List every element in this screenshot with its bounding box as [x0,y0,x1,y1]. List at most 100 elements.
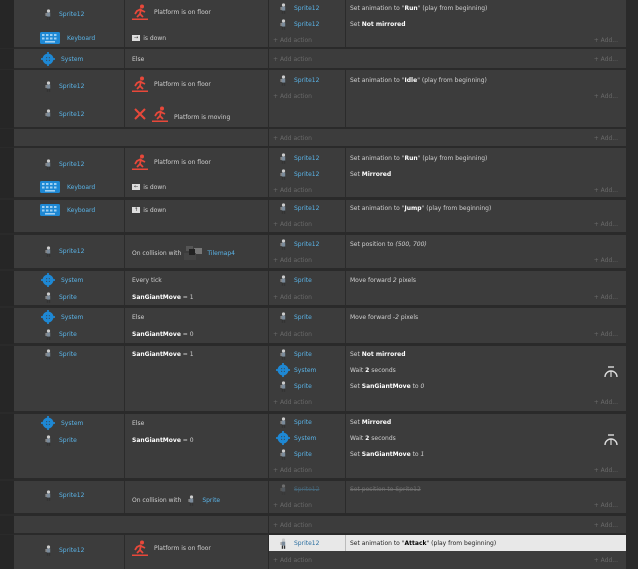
event-5[interactable]: Sprite12 Platform is on floor Keyboard ←… [14,148,626,197]
condition-text[interactable]: SanGiantMove = 0 [132,330,194,338]
condition-object[interactable]: Sprite12 [59,247,85,255]
event-1[interactable]: Sprite12 Platform is on floor Keyboard →… [14,0,626,47]
condition-text[interactable]: is down [143,34,167,42]
action-text[interactable]: Set Not mirrored [350,20,406,28]
action-text[interactable]: Set animation to "Jump" (play from begin… [350,204,492,212]
action-text[interactable]: Move forward -2 pixels [350,313,419,321]
condition-text[interactable]: Every tick [132,276,162,284]
add-link[interactable]: + Add... [593,220,618,228]
condition-object[interactable]: Keyboard [67,183,96,191]
action-object[interactable]: Sprite [294,450,312,458]
add-link[interactable]: + Add... [593,466,618,474]
condition-text[interactable]: is down [143,183,167,191]
add-link[interactable]: + Add... [593,330,618,338]
action-object[interactable]: Sprite12 [294,485,320,493]
condition-object[interactable]: Sprite12 [59,10,85,18]
action-object[interactable]: Sprite [294,418,312,426]
add-action-link[interactable]: + Add action [273,186,312,194]
add-link[interactable]: + Add... [593,293,618,301]
condition-object[interactable]: Sprite [59,330,77,338]
add-action-link[interactable]: + Add action [273,55,312,63]
add-action-link[interactable]: + Add action [273,521,312,529]
condition-text[interactable]: SanGiantMove = 1 [132,293,194,301]
action-object[interactable]: System [294,366,317,374]
action-object[interactable]: Sprite12 [294,539,320,547]
add-link[interactable]: + Add... [593,521,618,529]
action-object[interactable]: Sprite12 [294,204,320,212]
add-action-link[interactable]: + Add action [273,330,312,338]
condition-object[interactable]: System [61,55,84,63]
add-action-link[interactable]: + Add action [273,293,312,301]
action-object[interactable]: Sprite [294,276,312,284]
action-text[interactable]: Set SanGiantMove to 1 [350,450,425,458]
action-object[interactable]: Sprite12 [294,154,320,162]
event-4-empty[interactable]: + Add action + Add... [14,129,626,146]
condition-text[interactable]: SanGiantMove = 0 [132,436,194,444]
action-text[interactable]: Set Mirrored [350,418,392,426]
condition-object[interactable]: Sprite12 [59,160,85,168]
condition-object[interactable]: Sprite12 [59,110,85,118]
condition-text[interactable]: Platform is on floor [154,158,211,166]
condition-text[interactable]: Else [132,313,145,321]
action-text[interactable]: Set position to (500, 700) [350,240,427,248]
condition-object[interactable]: Keyboard [67,34,96,42]
condition-object[interactable]: Sprite12 [59,82,85,90]
condition-object[interactable]: Sprite [59,350,77,358]
add-link[interactable]: + Add... [593,256,618,264]
action-object[interactable]: Sprite [294,313,312,321]
condition-object[interactable]: System [61,276,84,284]
action-text[interactable]: Set animation to "Run" (play from beginn… [350,4,488,12]
add-link[interactable]: + Add... [593,501,618,509]
add-link[interactable]: + Add... [593,55,618,63]
event-9[interactable]: System Else Sprite SanGiantMove = 0 Spri… [14,308,626,343]
condition-text[interactable]: Else [132,55,145,63]
action-text[interactable]: Set animation to "Idle" (play from begin… [350,76,487,84]
action-text[interactable]: Set Mirrored [350,170,392,178]
add-action-link[interactable]: + Add action [273,36,312,44]
add-action-link[interactable]: + Add action [273,256,312,264]
condition-object[interactable]: Keyboard [67,206,96,214]
add-action-link[interactable]: + Add action [273,398,312,406]
condition-object[interactable]: System [61,419,84,427]
action-text[interactable]: Wait 2 seconds [350,434,396,442]
add-action-link[interactable]: + Add action [273,220,312,228]
event-14[interactable]: Sprite12 Platform is on floor Sprite12 S… [14,535,626,569]
event-3[interactable]: Sprite12 Platform is on floor Sprite12 P… [14,70,626,127]
action-text-disabled[interactable]: Set position to Sprite12 [350,485,421,493]
action-text[interactable]: Move forward 2 pixels [350,276,416,284]
condition-object[interactable]: Sprite12 [59,491,85,499]
add-action-link[interactable]: + Add action [273,466,312,474]
add-action-link[interactable]: + Add action [273,556,312,564]
add-link[interactable]: + Add... [593,92,618,100]
action-object[interactable]: Sprite12 [294,4,320,12]
condition-text[interactable]: Platform is on floor [154,544,211,552]
condition-text[interactable]: Platform is moving [174,113,231,121]
event-8[interactable]: System Every tick Sprite SanGiantMove = … [14,271,626,305]
event-2[interactable]: System Else + Add action + Add... [14,49,626,68]
action-text[interactable]: Wait 2 seconds [350,366,396,374]
add-link[interactable]: + Add... [593,134,618,142]
add-action-link[interactable]: + Add action [273,134,312,142]
add-action-link[interactable]: + Add action [273,92,312,100]
event-13-empty[interactable]: + Add action + Add... [14,516,626,533]
condition-text[interactable]: SanGiantMove = 1 [132,350,194,358]
condition-text[interactable]: On collision with [132,249,182,257]
action-object[interactable]: System [294,434,317,442]
condition-object[interactable]: Sprite [59,436,77,444]
condition-object[interactable]: Sprite12 [59,546,85,554]
action-text[interactable]: Set animation to "Run" (play from beginn… [350,154,488,162]
collision-target[interactable]: Tilemap4 [207,249,235,257]
condition-text[interactable]: Platform is on floor [154,8,211,16]
action-text[interactable]: Set animation to "Attack" (play from beg… [350,539,497,547]
add-link[interactable]: + Add... [593,398,618,406]
action-object[interactable]: Sprite [294,350,312,358]
action-object[interactable]: Sprite12 [294,170,320,178]
add-action-link[interactable]: + Add action [273,501,312,509]
action-text[interactable]: Set Not mirrored [350,350,406,358]
event-6[interactable]: Keyboard ↑ is down Sprite12 Set animation… [14,200,626,232]
action-object[interactable]: Sprite12 [294,240,320,248]
condition-object[interactable]: System [61,313,84,321]
condition-object[interactable]: Sprite [59,293,77,301]
